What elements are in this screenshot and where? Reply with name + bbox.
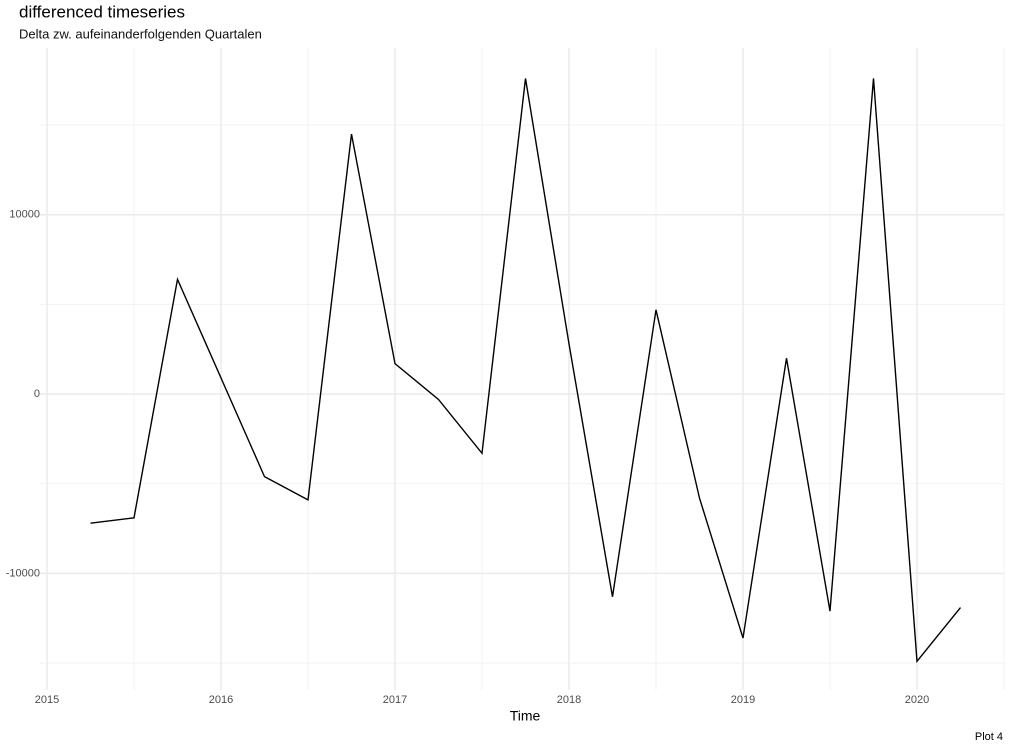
- caption: Plot 4: [975, 731, 1003, 743]
- x-tick-label: 2020: [905, 694, 929, 706]
- line: [90, 78, 962, 664]
- y-tick-label: 10000: [9, 209, 40, 221]
- x-tick-label: 2018: [557, 694, 581, 706]
- x-tick-label: 2015: [35, 694, 59, 706]
- x-tick-label: 2016: [209, 694, 233, 706]
- y-tick-label: -10000: [6, 567, 40, 579]
- chart-title: differenced timeseries: [19, 2, 185, 21]
- x-tick-label: 2017: [383, 694, 407, 706]
- x-axis-label: Time: [510, 708, 541, 724]
- x-tick-label: 2019: [731, 694, 755, 706]
- y-tick-label: 0: [34, 388, 40, 400]
- chart-subtitle: Delta zw. aufeinanderfolgenden Quartalen: [19, 26, 262, 41]
